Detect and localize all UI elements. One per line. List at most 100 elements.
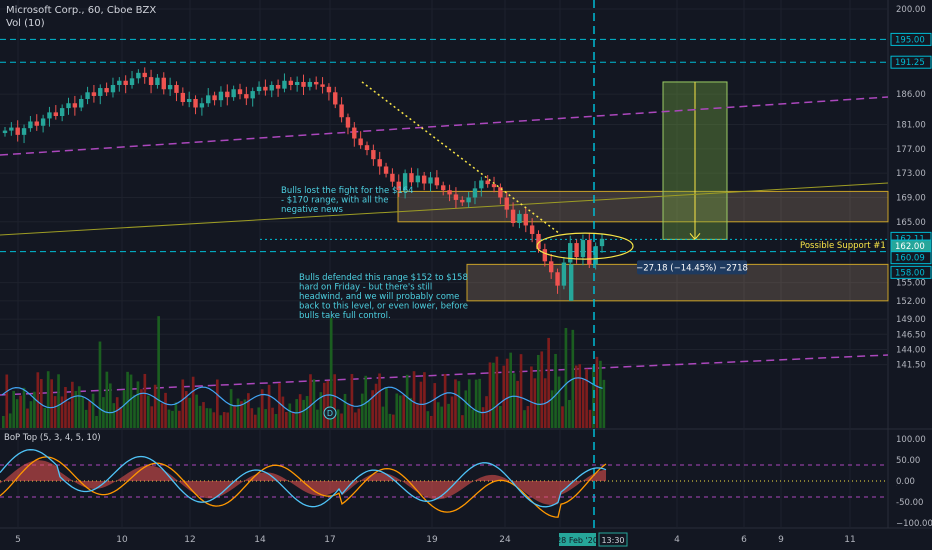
volume-bar bbox=[275, 414, 278, 428]
volume-bar bbox=[430, 416, 433, 428]
event-marker-label: D bbox=[327, 409, 333, 418]
volume-bar bbox=[181, 379, 184, 428]
volume-bar bbox=[392, 415, 395, 428]
volume-bar bbox=[116, 397, 119, 428]
candle-body bbox=[200, 103, 204, 107]
volume-bar bbox=[16, 399, 19, 428]
price-tick-label: 152.00 bbox=[896, 297, 926, 307]
volume-bar bbox=[251, 408, 254, 428]
candle-body bbox=[41, 118, 45, 125]
volume-bar bbox=[209, 408, 212, 428]
volume-bar bbox=[316, 410, 319, 428]
volume-bar bbox=[213, 412, 216, 428]
candle-body bbox=[206, 95, 210, 103]
indicator-tick-label: -50.00 bbox=[896, 498, 923, 508]
candle-body bbox=[123, 81, 127, 85]
price-tick-label: 141.50 bbox=[896, 361, 926, 371]
volume-bar bbox=[61, 396, 64, 428]
candle-body bbox=[9, 128, 13, 131]
candle-body bbox=[422, 176, 426, 184]
candle-body bbox=[238, 89, 242, 94]
volume-bar bbox=[123, 390, 126, 428]
volume-bar bbox=[112, 403, 115, 428]
volume-bar bbox=[43, 408, 46, 428]
volume-bar bbox=[554, 354, 557, 428]
volume-bar bbox=[516, 381, 519, 428]
price-tick-label: 181.00 bbox=[896, 121, 926, 131]
volume-bar bbox=[551, 390, 554, 428]
volume-bar bbox=[537, 355, 540, 428]
volume-bar bbox=[88, 401, 91, 428]
candle-body bbox=[117, 81, 121, 85]
candle-body bbox=[219, 92, 223, 101]
volume-label: Vol (10) bbox=[6, 17, 156, 30]
candle-body bbox=[447, 190, 451, 194]
date-badge: 28 Feb '20 bbox=[556, 536, 598, 545]
candle-body bbox=[98, 88, 102, 96]
price-tick-label: 173.00 bbox=[896, 169, 926, 179]
price-tick-label: 165.00 bbox=[896, 218, 926, 228]
candle-body bbox=[352, 128, 356, 139]
volume-bar bbox=[171, 411, 174, 428]
volume-bar bbox=[416, 404, 419, 428]
volume-bar bbox=[596, 357, 599, 428]
volume-bar bbox=[337, 409, 340, 428]
volume-bar bbox=[309, 374, 312, 428]
candle-body bbox=[473, 188, 477, 197]
volume-bar bbox=[295, 399, 298, 428]
volume-bar bbox=[5, 375, 8, 428]
volume-bar bbox=[19, 396, 22, 428]
volume-bar bbox=[292, 412, 295, 428]
volume-bar bbox=[326, 381, 329, 428]
volume-bar bbox=[282, 397, 285, 428]
x-tick-label: 17 bbox=[324, 535, 335, 545]
price-tick-label: 186.00 bbox=[896, 90, 926, 100]
volume-bar bbox=[81, 397, 84, 428]
price-tick-label: 149.00 bbox=[896, 315, 926, 325]
volume-bar bbox=[92, 394, 95, 428]
price-tick-label: 144.00 bbox=[896, 345, 926, 355]
volume-bar bbox=[444, 374, 447, 428]
volume-bar bbox=[306, 396, 309, 428]
volume-bar bbox=[285, 412, 288, 428]
volume-bar bbox=[164, 393, 167, 428]
volume-bar bbox=[423, 372, 426, 428]
indicator-tick-label: 100.00 bbox=[896, 435, 926, 445]
candle-body bbox=[54, 112, 58, 116]
volume-bar bbox=[178, 411, 181, 428]
candle-body bbox=[492, 184, 496, 187]
volume-bar bbox=[540, 351, 543, 428]
price-tag-label: 162.00 bbox=[895, 242, 925, 252]
volume-bar bbox=[578, 364, 581, 428]
volume-bar bbox=[12, 391, 15, 428]
volume-bar bbox=[64, 387, 67, 428]
volume-bar bbox=[582, 379, 585, 428]
candle-body bbox=[320, 84, 324, 86]
volume-bar bbox=[478, 379, 481, 428]
candle-body bbox=[250, 91, 254, 98]
volume-bar bbox=[299, 394, 302, 428]
volume-bar bbox=[206, 408, 209, 428]
indicator-label: BoP Top (5, 3, 4, 5, 10) bbox=[4, 433, 101, 443]
candle-body bbox=[143, 73, 147, 77]
candle-body bbox=[371, 150, 375, 159]
indicator-tick-label: 50.00 bbox=[896, 456, 920, 466]
volume-bar bbox=[144, 374, 147, 428]
annotation-note2-line: hard on Friday - but there's still bbox=[299, 283, 432, 293]
volume-bar bbox=[603, 380, 606, 428]
volume-bar bbox=[237, 399, 240, 428]
volume-bar bbox=[157, 316, 160, 428]
volume-bar bbox=[357, 409, 360, 428]
candle-body bbox=[479, 180, 483, 188]
annotation-note1-line: - $170 range, with all the bbox=[281, 196, 389, 206]
volume-bar bbox=[192, 377, 195, 428]
volume-bar bbox=[527, 406, 530, 428]
candle-body bbox=[47, 112, 51, 118]
volume-bar bbox=[226, 413, 229, 428]
volume-bar bbox=[440, 407, 443, 428]
candle-body bbox=[168, 85, 172, 89]
x-tick-label: 5 bbox=[15, 535, 21, 545]
volume-bar bbox=[130, 375, 133, 428]
candle-body bbox=[378, 159, 382, 166]
